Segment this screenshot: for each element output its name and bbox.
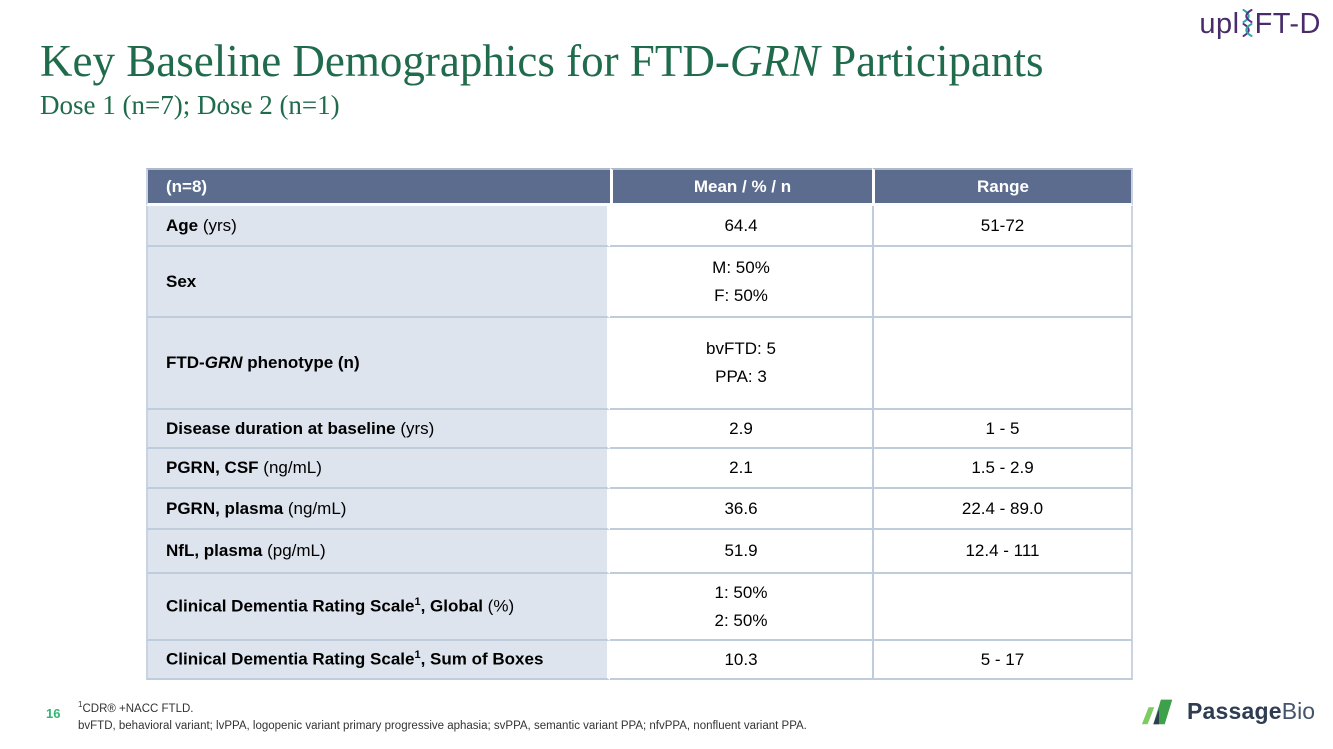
slide-page-number: 16 xyxy=(46,706,61,721)
header-cell-n: (n=8) xyxy=(146,168,610,206)
row-mean-cell: bvFTD: 5 PPA: 3 xyxy=(610,318,872,410)
table-row: Clinical Dementia Rating Scale1, Global … xyxy=(146,574,1133,641)
row-range-cell xyxy=(872,247,1133,318)
title-pre: Key Baseline Demographics for FTD- xyxy=(40,36,730,86)
row-range-cell: 1.5 - 2.9 xyxy=(872,449,1133,489)
footnote-line-2: bvFTD, behavioral variant; lvPPA, logope… xyxy=(78,719,807,732)
row-range-cell: 1 - 5 xyxy=(872,410,1133,449)
passage-logo-text-bold: Passage xyxy=(1187,697,1282,724)
row-mean-cell: 64.4 xyxy=(610,206,872,247)
mean-value-line: 2.9 xyxy=(729,418,753,438)
mean-value-line: 2.1 xyxy=(729,458,753,477)
table-row: Clinical Dementia Rating Scale1, Sum of … xyxy=(146,641,1133,680)
mean-value-line: 2: 50% xyxy=(714,610,768,630)
table-row: NfL, plasma (pg/mL) 51.9 12.4 - 111 xyxy=(146,530,1133,574)
row-label-cell: Age (yrs) xyxy=(146,206,610,247)
row-range-cell: 12.4 - 111 xyxy=(872,530,1133,574)
row-label-cell: Sex xyxy=(146,247,610,318)
uplift-d-logo: upl FT-D xyxy=(1199,8,1321,41)
footnotes: 1CDR® +NACC FTLD. bvFTD, behavioral vari… xyxy=(78,699,807,734)
row-mean-cell: 51.9 xyxy=(610,530,872,574)
table-row: PGRN, CSF (ng/mL) 2.1 1.5 - 2.9 xyxy=(146,449,1133,489)
demographics-table: (n=8) Mean / % / n Range Age (yrs) 64.4 51… xyxy=(146,168,1133,680)
mean-value-line: 64.4 xyxy=(724,215,758,235)
footnote-line-1: 1CDR® +NACC FTLD. xyxy=(78,700,194,715)
header-cell-range: Range xyxy=(872,168,1133,206)
table-row: Disease duration at baseline (yrs) 2.9 1 -… xyxy=(146,410,1133,449)
mean-value-line: PPA: 3 xyxy=(715,367,767,386)
row-mean-cell: 2.1 xyxy=(610,449,872,489)
mean-value-line: 10.3 xyxy=(724,649,758,669)
row-range-cell xyxy=(872,574,1133,641)
row-mean-cell: 36.6 xyxy=(610,489,872,530)
row-label-cell: NfL, plasma (pg/mL) xyxy=(146,530,610,574)
row-label-cell: Clinical Dementia Rating Scale1, Sum of … xyxy=(146,641,610,680)
table-header-row: (n=8) Mean / % / n Range xyxy=(146,168,1133,206)
title-gene-italic: GRN xyxy=(729,36,820,86)
row-mean-cell: M: 50% F: 50% xyxy=(610,247,872,318)
uplift-logo-text-pre: upl xyxy=(1199,8,1240,40)
header-cell-mean: Mean / % / n xyxy=(610,168,872,206)
table-body: Age (yrs) 64.4 51-72 Sex M: 50% F: 50% FTD-GRN… xyxy=(146,206,1133,680)
mean-value-line: 1: 50% xyxy=(714,582,768,602)
row-range-cell: 51-72 xyxy=(872,206,1133,247)
mean-value-line: bvFTD: 5 xyxy=(706,339,776,358)
row-label-cell: PGRN, CSF (ng/mL) xyxy=(146,449,610,489)
table-row: FTD-GRN phenotype (n) bvFTD: 5 PPA: 3 xyxy=(146,318,1133,410)
table-row: PGRN, plasma (ng/mL) 36.6 22.4 - 89.0 xyxy=(146,489,1133,530)
row-mean-cell: 1: 50% 2: 50% xyxy=(610,574,872,641)
mean-value-line: M: 50% xyxy=(712,257,770,277)
mean-value-line: 36.6 xyxy=(724,498,758,518)
passage-bio-icon xyxy=(1141,699,1173,725)
footnote-superscript: 1 xyxy=(78,700,83,709)
row-label-cell: Clinical Dementia Rating Scale1, Global … xyxy=(146,574,610,641)
row-range-cell xyxy=(872,318,1133,410)
stray-dot: . xyxy=(222,88,226,105)
mean-value-line: 51.9 xyxy=(724,541,758,560)
passage-bio-logo: Passage Bio xyxy=(1140,696,1315,726)
table-row: Sex M: 50% F: 50% xyxy=(146,247,1133,318)
page-subtitle: Dose 1 (n=7); Dose 2 (n=1) xyxy=(40,90,340,120)
row-range-cell: 5 - 17 xyxy=(872,641,1133,680)
passage-logo-text-light: Bio xyxy=(1281,697,1315,724)
page-title: Key Baseline Demographics for FTD-GRN Pa… xyxy=(40,36,1044,86)
mean-value-line: F: 50% xyxy=(714,285,768,305)
row-mean-cell: 2.9 xyxy=(610,410,872,449)
uplift-logo-text-post: FT-D xyxy=(1254,8,1321,40)
row-label-cell: Disease duration at baseline (yrs) xyxy=(146,410,610,449)
table-row: Age (yrs) 64.4 51-72 xyxy=(146,206,1133,247)
row-range-cell: 22.4 - 89.0 xyxy=(872,489,1133,530)
dna-helix-icon xyxy=(1242,8,1253,37)
row-label-cell: FTD-GRN phenotype (n) xyxy=(146,318,610,410)
title-post: Participants xyxy=(819,36,1044,86)
row-mean-cell: 10.3 xyxy=(610,641,872,680)
row-label-cell: PGRN, plasma (ng/mL) xyxy=(146,489,610,530)
